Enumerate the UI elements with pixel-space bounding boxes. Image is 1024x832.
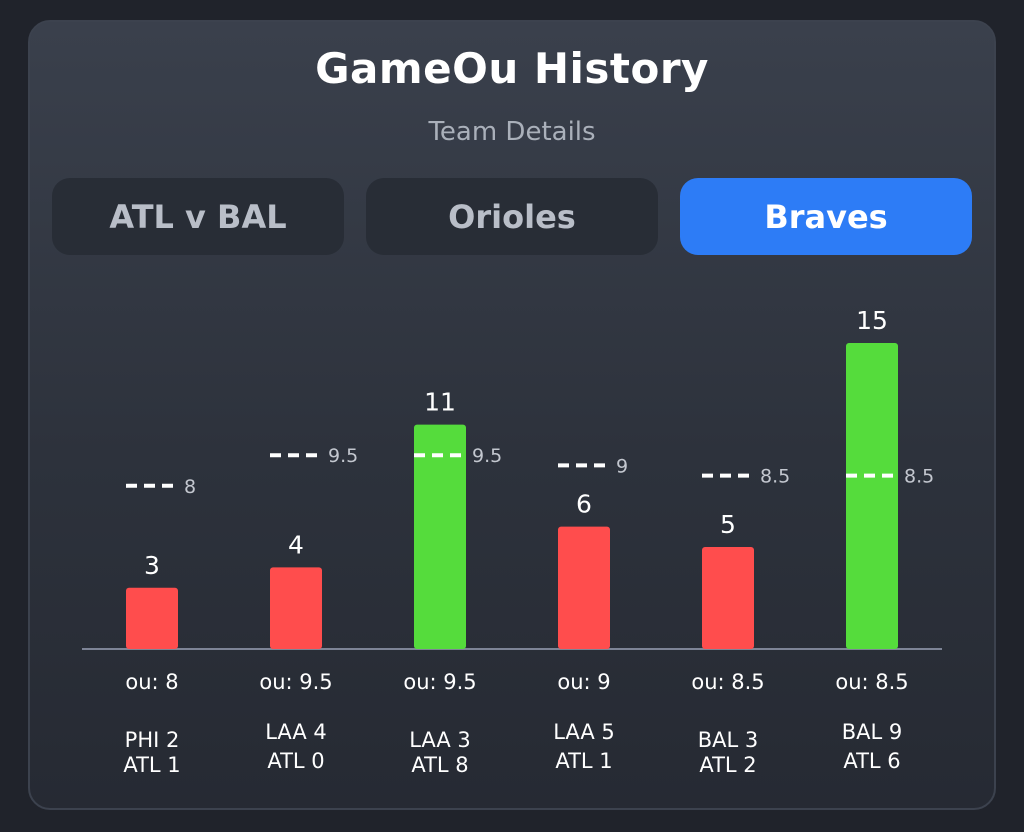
ou-tick-label: ou: 9.5 (259, 670, 332, 694)
ou-tick-label: ou: 8.5 (835, 670, 908, 694)
score-line-top: LAA 4 (265, 720, 327, 744)
score-line-bottom: ATL 2 (699, 753, 756, 777)
ou-threshold-label: 8.5 (904, 466, 934, 488)
ou-tick-label: ou: 9.5 (403, 670, 476, 694)
score-line-bottom: ATL 1 (555, 749, 612, 773)
ou-threshold-label: 8 (184, 476, 196, 498)
score-line-bottom: ATL 6 (843, 749, 900, 773)
bar (126, 587, 178, 649)
bar-value-label: 4 (288, 530, 304, 559)
bar (558, 526, 610, 649)
score-line-top: LAA 3 (409, 728, 471, 752)
ou-tick-label: ou: 8.5 (691, 670, 764, 694)
ou-threshold-label: 8.5 (760, 466, 790, 488)
bar-value-label: 5 (720, 510, 736, 539)
ou-tick-label: ou: 8 (125, 670, 178, 694)
ou-threshold-label: 9.5 (328, 445, 358, 467)
score-line-top: BAL 3 (698, 728, 759, 752)
score-line-top: LAA 5 (553, 720, 615, 744)
ou-tick-label: ou: 9 (557, 670, 610, 694)
bar-value-label: 15 (856, 306, 888, 335)
page-subtitle: Team Details (428, 117, 596, 147)
bar (702, 547, 754, 649)
bar (846, 343, 898, 649)
bar-value-label: 3 (144, 551, 160, 580)
score-line-bottom: ATL 1 (123, 753, 180, 777)
ou-threshold-label: 9 (616, 455, 628, 477)
tab-atl-v-bal[interactable]: ATL v BAL (52, 178, 344, 255)
bar-value-label: 6 (576, 490, 592, 519)
score-line-bottom: ATL 0 (267, 749, 324, 773)
score-line-bottom: ATL 8 (411, 753, 468, 777)
bar (414, 424, 466, 649)
page-title: GameOu History (315, 44, 709, 93)
tab-orioles[interactable]: Orioles (366, 178, 658, 255)
chart-card (28, 20, 996, 810)
tab-braves[interactable]: Braves (680, 178, 972, 255)
ou-threshold-label: 9.5 (472, 445, 502, 467)
bar (270, 567, 322, 649)
score-line-top: PHI 2 (125, 728, 180, 752)
score-line-top: BAL 9 (842, 720, 903, 744)
bar-value-label: 11 (424, 388, 456, 417)
